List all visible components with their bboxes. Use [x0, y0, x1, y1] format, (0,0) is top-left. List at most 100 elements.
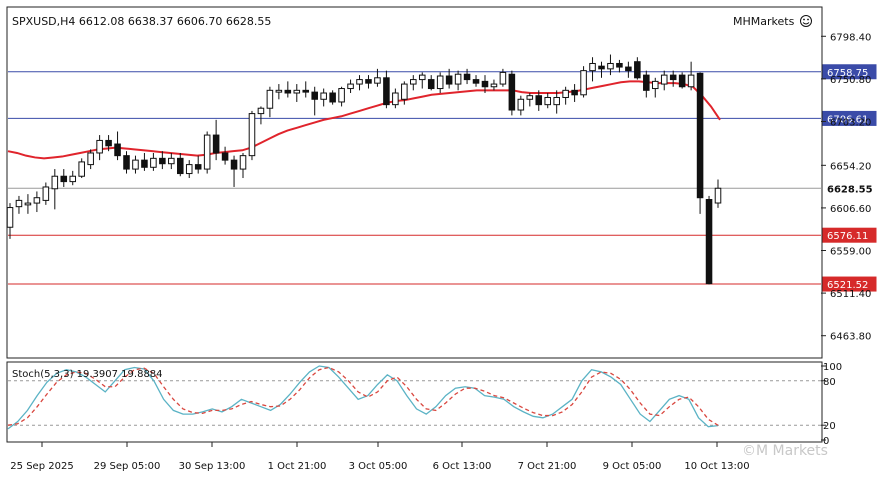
time-tick-label: 6 Oct 13:00	[433, 461, 492, 472]
candle	[33, 191, 41, 213]
candle-body	[221, 152, 229, 161]
candle-body	[356, 79, 363, 85]
time-axis: 25 Sep 2025 29 Sep 05:00 30 Sep 13:00 1 Oct…	[10, 442, 750, 472]
candle-body	[96, 139, 103, 154]
candle	[284, 81, 292, 98]
candle	[230, 155, 238, 187]
candle-body	[365, 79, 372, 84]
candle-body	[544, 96, 551, 106]
level-tag-label: 6628.55	[827, 184, 873, 195]
candle	[132, 155, 139, 174]
candle	[150, 152, 157, 171]
level-tag-label: 6706.61	[827, 114, 868, 125]
candle	[499, 68, 507, 87]
candle-body	[714, 187, 722, 204]
stoch-tick-label: 20	[823, 421, 836, 432]
candle-body	[481, 80, 489, 88]
candle-body	[150, 157, 157, 168]
candle	[194, 155, 202, 174]
stoch-k-line	[7, 365, 719, 430]
candle-body	[212, 134, 220, 154]
stoch-d-line	[7, 366, 719, 426]
time-tick-label: 9 Oct 05:00	[603, 461, 662, 472]
candle-body	[69, 175, 77, 183]
candle	[678, 72, 686, 89]
candle	[302, 81, 310, 98]
price-tick-label: 6559.00	[830, 247, 871, 258]
candle-body	[580, 70, 587, 96]
level-tag	[822, 276, 877, 292]
candle-body	[248, 113, 256, 157]
stoch-tick-label: 100	[823, 362, 842, 373]
time-tick-label: 29 Sep 05:00	[94, 461, 161, 472]
candle-body	[669, 74, 677, 81]
candle-body	[643, 74, 650, 91]
candle-body	[185, 164, 193, 175]
candle	[239, 152, 247, 179]
candle-body	[257, 107, 265, 115]
price-tick-label: 6511.40	[830, 289, 871, 300]
moving-average	[7, 80, 721, 160]
candle	[24, 194, 32, 214]
candlesticks	[6, 54, 722, 285]
candle	[651, 77, 659, 98]
candle	[311, 86, 318, 116]
smiley-icon	[800, 15, 812, 27]
candle-body	[687, 74, 695, 88]
candle	[472, 75, 480, 87]
candle-body	[338, 88, 345, 103]
level-tag	[822, 227, 877, 243]
candle	[96, 135, 103, 161]
candle-body	[678, 74, 686, 88]
candle-body	[651, 80, 659, 90]
stoch-axis: 100 80 20 0	[821, 362, 842, 447]
candle	[60, 169, 68, 187]
candle-body	[508, 73, 516, 111]
candle	[51, 169, 59, 210]
candle	[69, 170, 77, 186]
candle-body	[562, 89, 569, 98]
candle	[42, 182, 50, 205]
candle-body	[696, 72, 704, 199]
price-tick-label: 6654.20	[830, 161, 871, 172]
price-panel-frame	[6, 6, 823, 359]
candle	[293, 84, 301, 102]
candle-body	[517, 98, 525, 111]
candle-body	[275, 89, 283, 93]
candle	[562, 86, 569, 105]
candle	[275, 84, 283, 100]
candle	[356, 75, 363, 91]
candle	[589, 57, 596, 82]
stoch-title: Stoch(5,3,3) 19.3907 19.8884	[12, 369, 163, 380]
level-tag	[822, 180, 877, 196]
price-tick-label: 6703.20	[830, 117, 871, 128]
candle	[669, 70, 677, 87]
candle-body	[347, 83, 354, 90]
candle	[705, 195, 713, 285]
brand-label: MHMarkets	[733, 15, 795, 28]
candle-body	[660, 74, 668, 85]
level-tag	[822, 64, 877, 80]
candle	[436, 72, 444, 94]
candle-body	[445, 75, 453, 85]
candle-body	[374, 77, 381, 84]
price-tick-label: 6463.80	[830, 332, 871, 343]
candle-body	[239, 155, 247, 170]
time-tick-label: 10 Oct 13:00	[684, 461, 749, 472]
candle	[517, 95, 525, 116]
candle-body	[526, 95, 534, 100]
candle	[696, 72, 704, 214]
level-tag-label: 6521.52	[827, 280, 868, 291]
candle-body	[454, 73, 462, 85]
candle-body	[311, 91, 318, 100]
candle	[490, 79, 498, 91]
candle	[365, 75, 372, 89]
candle	[463, 68, 471, 85]
candle-body	[607, 62, 614, 70]
candle-body	[634, 61, 641, 79]
candle-body	[472, 79, 480, 84]
candle	[643, 70, 650, 98]
candle	[212, 119, 220, 161]
candle	[141, 152, 148, 171]
candle	[401, 81, 408, 105]
